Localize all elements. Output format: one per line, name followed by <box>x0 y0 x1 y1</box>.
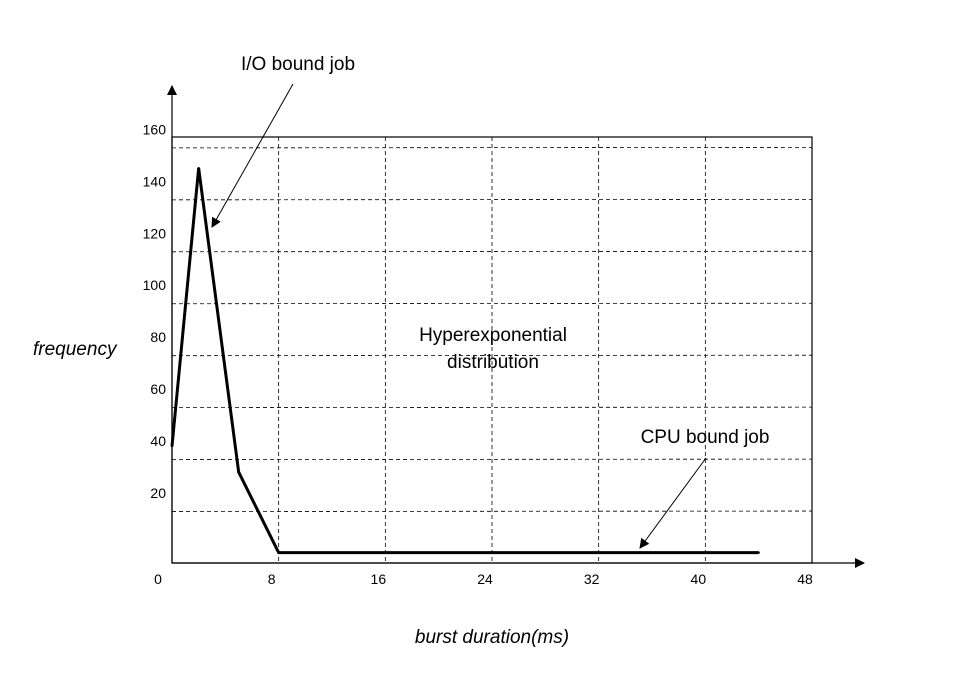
y-axis-label: frequency <box>33 339 118 360</box>
data-point <box>237 470 240 474</box>
x-tick-label: 16 <box>371 571 387 587</box>
x-tick-label: 48 <box>797 571 813 587</box>
h-gridline <box>171 198 813 201</box>
y-tick-label: 160 <box>143 121 167 137</box>
y-tick-label: 60 <box>150 381 166 397</box>
cpu-bound-arrow <box>639 457 707 549</box>
data-point <box>277 551 280 554</box>
data-point <box>757 551 760 554</box>
h-gridline <box>171 406 813 409</box>
y-tick-label: 120 <box>143 225 167 241</box>
io-bound-annotation: I/O bound job <box>241 54 355 75</box>
cpu-bound-annotation: CPU bound job <box>641 427 770 448</box>
distribution-label-line1: Hyperexponential <box>419 325 567 346</box>
x-tick-label: 8 <box>268 571 276 587</box>
io-bound-arrow <box>211 83 294 228</box>
x-tick-label: 32 <box>584 571 600 587</box>
x-axis-label: burst duration(ms) <box>415 627 569 648</box>
y-tick-label: 140 <box>143 173 167 189</box>
x-tick-label: 40 <box>691 571 707 587</box>
data-point <box>170 444 174 448</box>
y-tick-label: 20 <box>150 485 166 501</box>
grid-lines <box>171 137 813 563</box>
distribution-label-line2: distribution <box>447 352 539 373</box>
data-point <box>197 166 200 170</box>
x-tick-label: 24 <box>477 571 493 587</box>
series-group <box>170 166 760 555</box>
y-tick-label: 40 <box>150 433 166 449</box>
y-tick-labels: 20 40 60 80 100 120 140 160 <box>143 121 167 501</box>
h-gridline <box>171 302 813 305</box>
x-tick-labels: 0 8 16 24 32 40 48 <box>154 571 813 587</box>
x-tick-label: 0 <box>154 571 162 587</box>
y-tick-label: 80 <box>150 329 166 345</box>
y-tick-label: 100 <box>143 277 167 293</box>
